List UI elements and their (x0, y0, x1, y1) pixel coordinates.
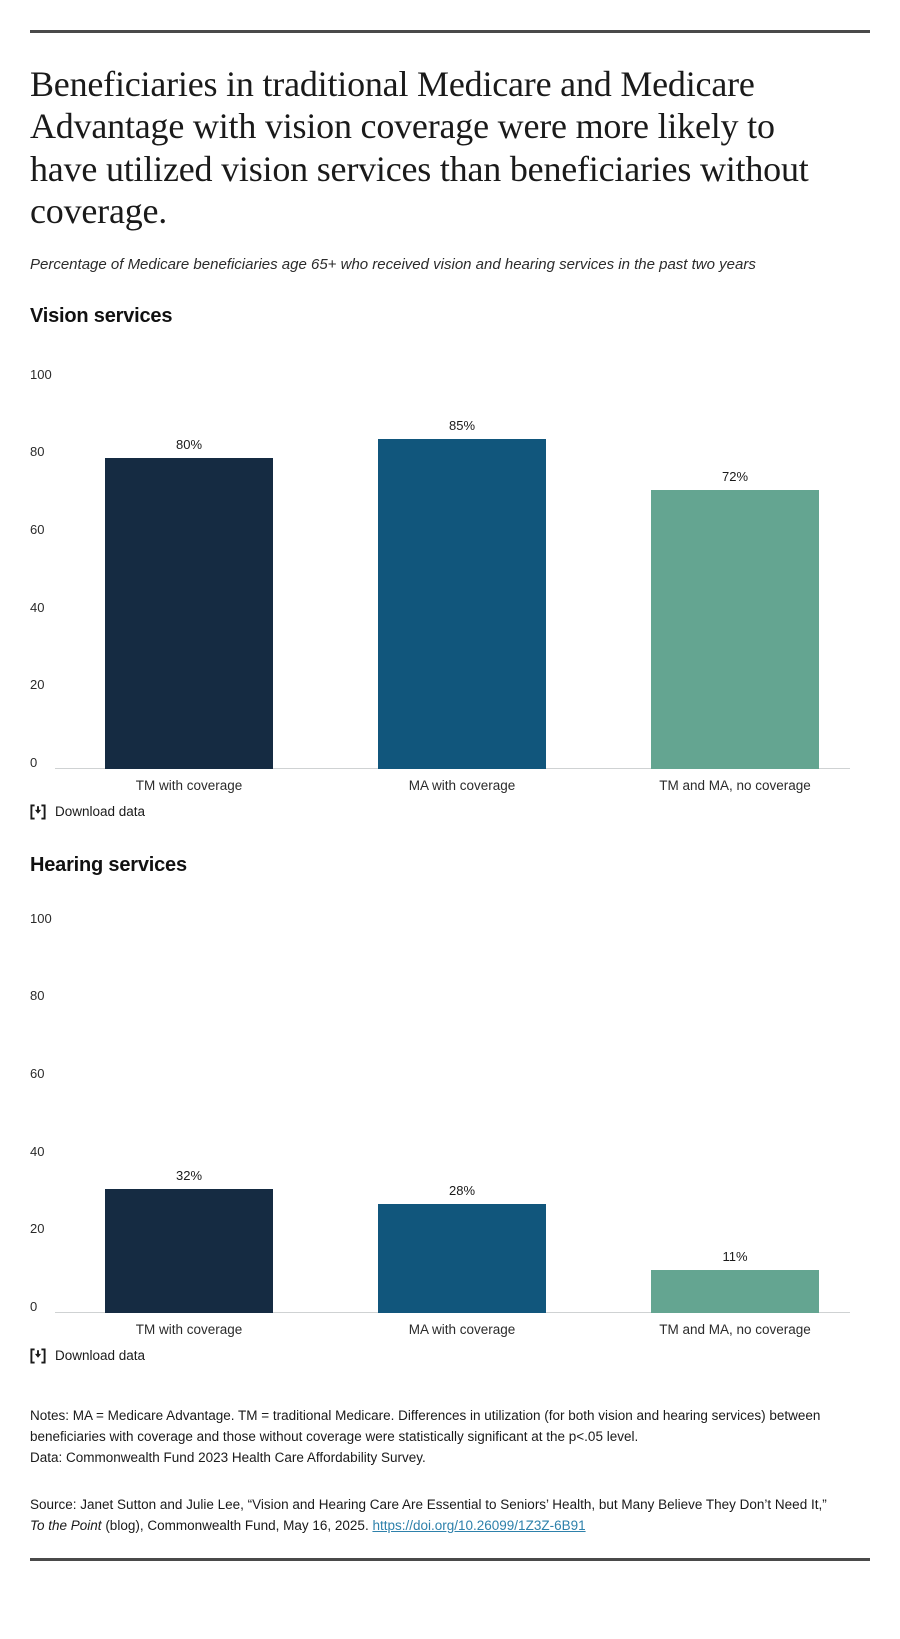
download-label: Download data (55, 803, 146, 819)
section-title-vision: Vision services (30, 304, 173, 327)
top-divider (30, 30, 870, 33)
notes-block: Notes: MA = Medicare Advantage. TM = tra… (30, 1405, 840, 1468)
source-publication: To the Point (30, 1517, 102, 1533)
report-page: Beneficiaries in traditional Medicare an… (0, 30, 900, 1561)
doi-link[interactable]: https://doi.org/10.26099/1Z3Z-6B91 (372, 1517, 586, 1533)
y-axis-tick-label: 20 (30, 677, 45, 693)
y-axis-tick-label: 0 (30, 1298, 38, 1314)
bar-value-label: 80% (175, 437, 203, 453)
x-axis-category-label: MA with coverage (408, 777, 516, 793)
chart-subtitle: Percentage of Medicare beneficiaries age… (30, 255, 756, 273)
bar-tm-with-coverage[interactable] (105, 458, 273, 769)
bar-value-label: 11% (722, 1249, 748, 1265)
x-axis-category-label: MA with coverage (408, 1321, 516, 1337)
bar-value-label: 32% (175, 1167, 203, 1183)
y-axis-tick-label: 0 (30, 754, 38, 770)
source-block: Source: Janet Sutton and Julie Lee, “Vis… (30, 1494, 840, 1536)
y-axis-tick-label: 20 (30, 1221, 45, 1237)
y-axis-tick-label: 40 (30, 1143, 45, 1159)
y-axis-tick-label: 80 (30, 444, 45, 460)
source-text-suffix: (blog), Commonwealth Fund, May 16, 2025. (101, 1517, 373, 1533)
download-data-link-hearing[interactable]: Download data (30, 1347, 145, 1365)
y-axis-tick-label: 100 (30, 366, 52, 382)
bottom-divider (30, 1557, 870, 1561)
x-axis-category-label: TM with coverage (135, 1321, 243, 1337)
download-icon (30, 1348, 46, 1364)
hearing-services-section: Hearing services 0 20 40 60 80 100 32% TM with … (30, 853, 870, 1369)
y-axis-tick-label: 60 (30, 522, 45, 538)
section-title-hearing: Hearing services (30, 853, 187, 876)
download-icon (30, 804, 46, 820)
y-axis-tick-label: 40 (30, 599, 45, 615)
bar-tm-with-coverage[interactable] (105, 1188, 273, 1313)
y-axis-tick-label: 80 (30, 988, 45, 1004)
hearing-bar-chart: 0 20 40 60 80 100 32% TM with coverage 28% MA wit… (30, 912, 870, 1337)
bar-tm-and-ma-no-coverage[interactable] (651, 1270, 819, 1313)
source-text: Source: Janet Sutton and Julie Lee, “Vis… (30, 1496, 827, 1512)
bar-ma-with-coverage[interactable] (378, 439, 546, 769)
bar-value-label: 28% (448, 1183, 476, 1199)
bar-value-label: 72% (721, 468, 749, 484)
bar-ma-with-coverage[interactable] (378, 1204, 546, 1313)
x-axis-category-label: TM and MA, no coverage (659, 777, 811, 793)
x-axis-category-label: TM with coverage (135, 777, 243, 793)
vision-services-section: Vision services 0 20 40 60 80 100 80% TM with c… (30, 304, 870, 825)
page-title: Beneficiaries in traditional Medicare an… (30, 64, 809, 232)
vision-bar-chart: 0 20 40 60 80 100 80% TM with coverage 85% MA wit… (30, 368, 870, 793)
x-axis-category-label: TM and MA, no coverage (659, 1321, 811, 1337)
bar-tm-and-ma-no-coverage[interactable] (651, 489, 819, 769)
notes-text: Notes: MA = Medicare Advantage. TM = tra… (30, 1407, 821, 1444)
data-source-text: Data: Commonwealth Fund 2023 Health Care… (30, 1449, 426, 1465)
bar-value-label: 85% (448, 418, 476, 434)
download-label: Download data (55, 1347, 146, 1363)
y-axis-tick-label: 100 (30, 910, 52, 926)
download-data-link-vision[interactable]: Download data (30, 803, 145, 821)
y-axis-tick-label: 60 (30, 1066, 45, 1082)
